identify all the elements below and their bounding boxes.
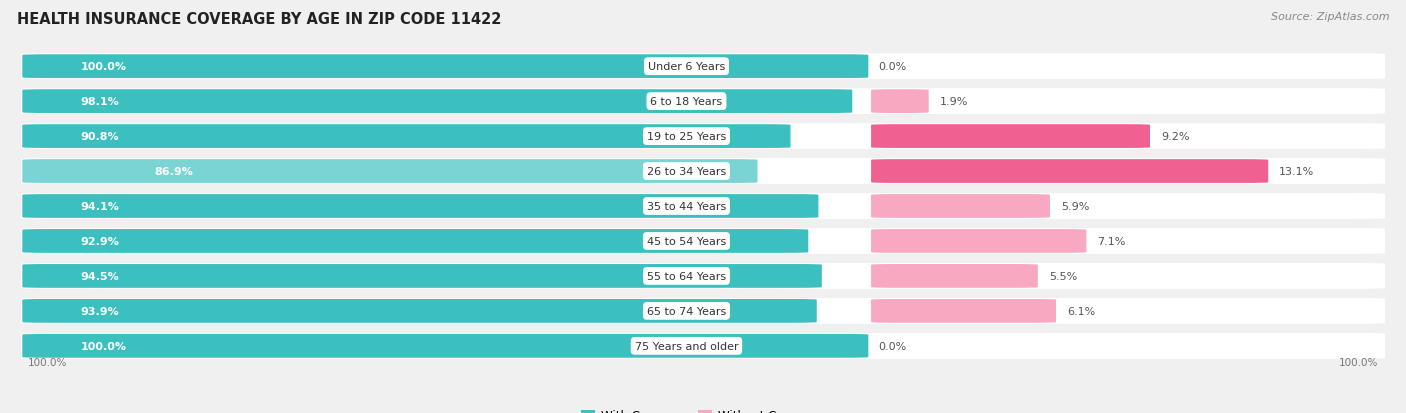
Text: 90.8%: 90.8% bbox=[80, 132, 120, 142]
Legend: With Coverage, Without Coverage: With Coverage, Without Coverage bbox=[576, 404, 830, 413]
Text: 100.0%: 100.0% bbox=[80, 341, 127, 351]
Text: 6 to 18 Years: 6 to 18 Years bbox=[651, 97, 723, 107]
FancyBboxPatch shape bbox=[21, 194, 1385, 219]
FancyBboxPatch shape bbox=[872, 299, 1056, 323]
FancyBboxPatch shape bbox=[872, 195, 1050, 218]
Text: 0.0%: 0.0% bbox=[877, 341, 907, 351]
Text: 100.0%: 100.0% bbox=[80, 62, 127, 72]
FancyBboxPatch shape bbox=[22, 160, 758, 183]
FancyBboxPatch shape bbox=[21, 263, 1385, 289]
Text: 19 to 25 Years: 19 to 25 Years bbox=[647, 132, 725, 142]
FancyBboxPatch shape bbox=[872, 125, 1150, 149]
FancyBboxPatch shape bbox=[21, 54, 1385, 80]
FancyBboxPatch shape bbox=[22, 195, 818, 218]
Text: 92.9%: 92.9% bbox=[80, 236, 120, 247]
Text: 100.0%: 100.0% bbox=[1339, 357, 1378, 368]
FancyBboxPatch shape bbox=[872, 264, 1038, 288]
Text: 7.1%: 7.1% bbox=[1097, 236, 1126, 247]
Text: Source: ZipAtlas.com: Source: ZipAtlas.com bbox=[1271, 12, 1389, 22]
FancyBboxPatch shape bbox=[22, 299, 817, 323]
FancyBboxPatch shape bbox=[21, 298, 1385, 324]
Text: 100.0%: 100.0% bbox=[28, 357, 67, 368]
Text: 98.1%: 98.1% bbox=[80, 97, 120, 107]
FancyBboxPatch shape bbox=[22, 264, 823, 288]
Text: 45 to 54 Years: 45 to 54 Years bbox=[647, 236, 725, 247]
Text: 65 to 74 Years: 65 to 74 Years bbox=[647, 306, 725, 316]
Text: 5.5%: 5.5% bbox=[1049, 271, 1077, 281]
FancyBboxPatch shape bbox=[21, 228, 1385, 254]
FancyBboxPatch shape bbox=[872, 160, 1268, 183]
Text: 0.0%: 0.0% bbox=[877, 62, 907, 72]
Text: 86.9%: 86.9% bbox=[155, 166, 194, 177]
Text: 93.9%: 93.9% bbox=[80, 306, 120, 316]
FancyBboxPatch shape bbox=[872, 90, 929, 114]
Text: 26 to 34 Years: 26 to 34 Years bbox=[647, 166, 725, 177]
FancyBboxPatch shape bbox=[22, 55, 869, 79]
Text: 6.1%: 6.1% bbox=[1067, 306, 1095, 316]
Text: 55 to 64 Years: 55 to 64 Years bbox=[647, 271, 725, 281]
Text: 94.1%: 94.1% bbox=[80, 202, 120, 211]
Text: 35 to 44 Years: 35 to 44 Years bbox=[647, 202, 725, 211]
Text: 75 Years and older: 75 Years and older bbox=[634, 341, 738, 351]
FancyBboxPatch shape bbox=[22, 90, 852, 114]
FancyBboxPatch shape bbox=[21, 333, 1385, 359]
FancyBboxPatch shape bbox=[22, 334, 869, 358]
FancyBboxPatch shape bbox=[872, 230, 1087, 253]
FancyBboxPatch shape bbox=[21, 124, 1385, 150]
FancyBboxPatch shape bbox=[22, 230, 808, 253]
FancyBboxPatch shape bbox=[21, 89, 1385, 115]
FancyBboxPatch shape bbox=[21, 159, 1385, 185]
Text: HEALTH INSURANCE COVERAGE BY AGE IN ZIP CODE 11422: HEALTH INSURANCE COVERAGE BY AGE IN ZIP … bbox=[17, 12, 502, 27]
FancyBboxPatch shape bbox=[22, 125, 790, 149]
Text: 94.5%: 94.5% bbox=[80, 271, 120, 281]
Text: 5.9%: 5.9% bbox=[1062, 202, 1090, 211]
Text: Under 6 Years: Under 6 Years bbox=[648, 62, 725, 72]
Text: 13.1%: 13.1% bbox=[1279, 166, 1315, 177]
Text: 9.2%: 9.2% bbox=[1161, 132, 1189, 142]
Text: 1.9%: 1.9% bbox=[939, 97, 969, 107]
